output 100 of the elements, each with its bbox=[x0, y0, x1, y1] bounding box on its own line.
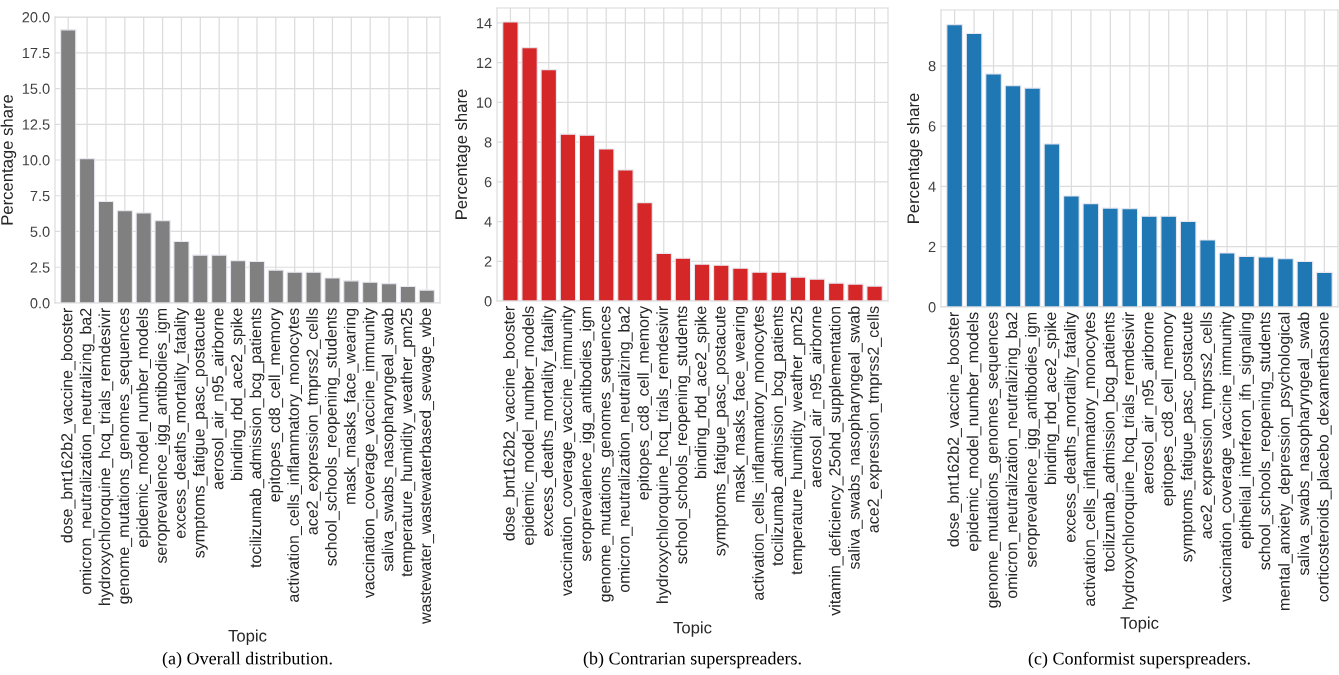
bar bbox=[693, 263, 711, 301]
x-tick-label: dose_bnt162b2_vaccine_booster bbox=[60, 308, 76, 543]
bar bbox=[248, 260, 266, 303]
x-tick-label: excess_deaths_mortality_fatality bbox=[174, 307, 189, 538]
y-tick-label: 0.0 bbox=[30, 298, 50, 309]
x-tick-label: school_schools_reopening_students bbox=[324, 308, 340, 566]
x-tick-label: hydroxychloroquine_hcq_trials_remdesivir bbox=[656, 306, 672, 604]
x-tick-label: symptoms_fatigue_pasc_postacute bbox=[192, 308, 208, 558]
y-tick-label: 14 bbox=[477, 18, 492, 29]
y-tick-label: 10.0 bbox=[22, 155, 50, 166]
y-tick-label: 0 bbox=[484, 296, 492, 307]
y-tick-label: 2.5 bbox=[30, 262, 50, 273]
bar bbox=[1043, 143, 1061, 307]
x-tick-label: tocilizumab_admission_bcg_patients bbox=[1102, 312, 1118, 572]
x-tick-label: vaccination_coverage_vaccine_immunity bbox=[560, 305, 576, 597]
bar bbox=[946, 24, 963, 307]
bar bbox=[965, 32, 983, 307]
bar bbox=[78, 158, 96, 303]
x-tick-label: hydroxychloroquine_hcq_trials_remdesivir bbox=[98, 308, 114, 606]
bar bbox=[598, 148, 615, 301]
x-tick-label: ace2_expression_tmprss2_cells bbox=[306, 308, 321, 535]
x-tick-label: corticosteroids_placebo_dexamethasone bbox=[1316, 312, 1332, 602]
bar bbox=[1238, 255, 1255, 307]
bar bbox=[362, 281, 379, 303]
x-tick-label: genome_mutations_genomes_sequences bbox=[598, 306, 614, 602]
x-tick-label: epidemic_model_number_models bbox=[966, 312, 982, 551]
text: (b) Contrarian superspreaders. bbox=[583, 651, 801, 669]
x-tick-label: ace2_expression_tmprss2_cells bbox=[1200, 312, 1216, 539]
x-tick-label: genome_mutations_genomes_sequences bbox=[117, 308, 133, 604]
bar bbox=[808, 278, 826, 301]
x-axis-title: Topic bbox=[673, 621, 712, 637]
x-tick-label: epitopes_cd8_cell_memory bbox=[268, 307, 284, 502]
bar bbox=[751, 271, 768, 301]
x-tick-label: omicron_neutralization_neutralizing_ba2 bbox=[1005, 312, 1021, 598]
text: (c) Conformist superspreaders. bbox=[1028, 651, 1250, 669]
bar bbox=[1160, 215, 1178, 307]
y-tick-label: 2 bbox=[928, 241, 936, 252]
x-tick-label: tocilizumab_admission_bcg_patients bbox=[771, 306, 787, 566]
bar bbox=[1179, 220, 1197, 307]
x-tick-label: dose_bnt162b2_vaccine_booster bbox=[947, 312, 962, 547]
bar bbox=[828, 282, 845, 301]
bar bbox=[617, 169, 634, 301]
bar bbox=[521, 47, 538, 301]
x-tick-label: temperature_humidity_weather_pm25 bbox=[790, 306, 806, 575]
x-tick-label: vitamin_deficiency_25ohd_supplementation bbox=[828, 306, 844, 616]
bar bbox=[770, 271, 787, 301]
bar bbox=[229, 260, 247, 303]
x-tick-label: dose_bnt162b2_vaccine_booster bbox=[502, 306, 518, 541]
y-axis-title: Percentage share bbox=[454, 89, 471, 219]
bar bbox=[655, 252, 672, 301]
x-tick-label: hydroxychloroquine_hcq_trials_remdesivir bbox=[1122, 312, 1138, 610]
y-tick-label: 2 bbox=[484, 256, 492, 267]
bar bbox=[1024, 87, 1041, 307]
x-tick-label: tocilizumab_admission_bcg_patients bbox=[249, 308, 265, 568]
x-tick-label: ace2_expression_tmprss2_cells bbox=[867, 306, 883, 533]
bar bbox=[286, 271, 303, 303]
bar bbox=[60, 29, 77, 303]
x-tick-label: symptoms_fatigue_pasc_postacute bbox=[713, 306, 729, 556]
bar bbox=[502, 21, 519, 301]
bar bbox=[1257, 256, 1275, 307]
x-tick-label: seroprevalence_igg_antibodies_igm bbox=[579, 306, 595, 562]
x-tick-label: vaccination_coverage_vaccine_immunity bbox=[1219, 311, 1235, 603]
y-axis-title: Percentage share bbox=[0, 94, 17, 225]
x-tick-label: aerosol_air_n95_airborne bbox=[809, 306, 825, 488]
x-tick-label: school_schools_reopening_students bbox=[1258, 312, 1274, 570]
y-tick-label: 12.5 bbox=[22, 119, 50, 130]
y-tick-label: 4 bbox=[484, 216, 492, 227]
bar bbox=[1121, 208, 1139, 307]
y-tick-label: 15.0 bbox=[22, 83, 50, 94]
x-axis-title: Topic bbox=[228, 629, 267, 646]
bar bbox=[97, 200, 115, 303]
x-tick-label: genome_mutations_genomes_sequences bbox=[986, 312, 1001, 608]
bar bbox=[418, 289, 435, 303]
bar bbox=[559, 133, 577, 301]
bar bbox=[1140, 215, 1158, 307]
bar bbox=[847, 283, 864, 301]
x-tick-label: activation_cells_inflammatory_monocytes bbox=[287, 308, 303, 602]
x-tick-label: seroprevalence_igg_antibodies_igm bbox=[155, 308, 171, 564]
bar bbox=[540, 69, 557, 301]
x-tick-label: epithelial_interferon_ifn_signaling bbox=[1239, 312, 1254, 549]
bar bbox=[1277, 258, 1294, 307]
y-tick-label: 8 bbox=[484, 137, 492, 148]
bar bbox=[173, 240, 190, 303]
bar bbox=[380, 283, 398, 303]
x-tick-label: aerosol_air_n95_airborne bbox=[211, 308, 227, 490]
bar bbox=[1218, 252, 1236, 307]
x-tick-label: excess_deaths_mortality_fatality bbox=[1063, 311, 1079, 542]
y-tick-label: 8 bbox=[928, 60, 936, 72]
bar bbox=[324, 277, 341, 303]
bar bbox=[1296, 260, 1314, 307]
y-tick-label: 6 bbox=[928, 121, 936, 132]
bar bbox=[211, 254, 228, 303]
y-axis-title: Percentage share bbox=[906, 93, 923, 223]
bar bbox=[1082, 203, 1100, 307]
y-tick-label: 12 bbox=[477, 57, 492, 68]
bar bbox=[1101, 207, 1119, 307]
x-tick-label: temperature_humidity_weather_pm25 bbox=[400, 308, 416, 577]
y-tick-label: 10 bbox=[477, 97, 492, 108]
x-tick-label: activation_cells_inflammatory_monocytes bbox=[752, 306, 768, 600]
x-tick-label: binding_rbd_ace2_spike bbox=[694, 306, 710, 478]
